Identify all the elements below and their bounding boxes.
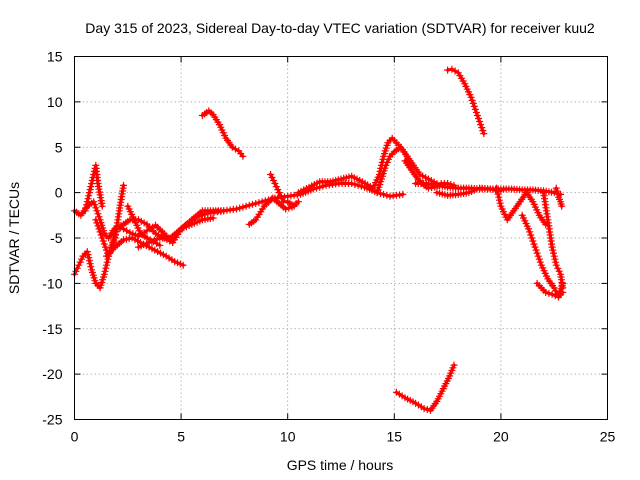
- plus-markers: [444, 65, 488, 138]
- series-sat-c: [81, 161, 106, 215]
- x-tick-label: 10: [280, 429, 296, 445]
- x-tick-label: 5: [177, 429, 185, 445]
- y-tick-label: 10: [47, 94, 63, 110]
- plus-markers: [267, 171, 298, 210]
- x-tick-label: 20: [493, 429, 509, 445]
- series-sat-l: [373, 143, 415, 197]
- chart-title: Day 315 of 2023, Sidereal Day-to-day VTE…: [85, 20, 595, 36]
- y-tick-label: 15: [47, 49, 63, 65]
- axis-ticks: 0 5 10 15 20 25 -25 -20 -15 -10 -5 0 5 10 15: [42, 49, 615, 445]
- y-axis-label: SDTVAR / TECUs: [6, 182, 22, 294]
- y-tick-label: -15: [42, 321, 62, 337]
- plus-markers: [124, 202, 164, 249]
- series-line: [269, 172, 296, 208]
- plus-markers: [540, 189, 567, 292]
- y-tick-label: -25: [42, 412, 62, 428]
- plus-markers: [81, 161, 106, 215]
- series-sat-t: [540, 189, 567, 292]
- y-tick-label: -5: [50, 230, 63, 246]
- series-sat-v: [552, 184, 566, 210]
- series-sat-o: [433, 184, 505, 199]
- series-sat-q: [392, 361, 458, 414]
- series-sat-j: [267, 171, 298, 210]
- x-axis-label: GPS time / hours: [287, 457, 394, 473]
- x-tick-label: 0: [71, 429, 79, 445]
- series-sat-g: [135, 207, 228, 251]
- plus-markers: [552, 184, 566, 210]
- plus-markers: [135, 207, 228, 251]
- y-tick-label: 5: [55, 139, 63, 155]
- plus-markers: [373, 143, 415, 197]
- y-tick-label: 0: [55, 185, 63, 201]
- y-tick-label: -10: [42, 275, 62, 291]
- y-tick-label: -20: [42, 366, 62, 382]
- x-tick-label: 25: [600, 429, 616, 445]
- plus-markers: [392, 361, 458, 414]
- series-sat-p: [444, 65, 488, 138]
- plus-markers: [533, 279, 567, 301]
- series-sat-r: [493, 184, 550, 228]
- series-sat-u: [533, 279, 567, 301]
- series-sat-h: [198, 107, 247, 160]
- plus-markers: [493, 184, 550, 228]
- x-tick-label: 15: [387, 429, 403, 445]
- plus-markers: [198, 107, 247, 160]
- grid: [74, 56, 608, 420]
